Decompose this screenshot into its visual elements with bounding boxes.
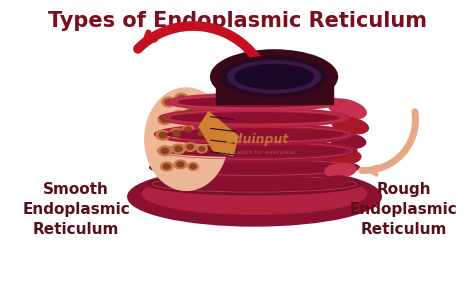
Ellipse shape — [145, 88, 228, 190]
Ellipse shape — [184, 143, 196, 151]
Ellipse shape — [158, 115, 172, 125]
Text: Types of Endoplasmic Reticulum: Types of Endoplasmic Reticulum — [47, 11, 427, 31]
Ellipse shape — [150, 157, 359, 178]
Ellipse shape — [128, 167, 382, 226]
Ellipse shape — [199, 147, 205, 151]
Ellipse shape — [159, 108, 350, 127]
Ellipse shape — [160, 162, 173, 171]
Ellipse shape — [161, 117, 169, 122]
Text: education for everyone: education for everyone — [221, 150, 294, 155]
Ellipse shape — [182, 125, 194, 134]
Ellipse shape — [325, 164, 356, 177]
FancyBboxPatch shape — [216, 77, 333, 104]
Ellipse shape — [188, 96, 200, 104]
Ellipse shape — [155, 124, 355, 145]
Ellipse shape — [175, 146, 182, 152]
Ellipse shape — [173, 131, 180, 136]
Ellipse shape — [332, 117, 368, 134]
Ellipse shape — [228, 61, 320, 93]
Text: Rough
Endoplasmic
Reticulum: Rough Endoplasmic Reticulum — [350, 182, 458, 237]
Ellipse shape — [142, 173, 367, 214]
Ellipse shape — [163, 164, 170, 169]
Ellipse shape — [152, 106, 186, 122]
Ellipse shape — [203, 103, 209, 107]
Ellipse shape — [201, 101, 211, 109]
Ellipse shape — [151, 123, 182, 136]
Ellipse shape — [172, 144, 185, 154]
Ellipse shape — [328, 149, 361, 164]
Ellipse shape — [172, 111, 185, 121]
Ellipse shape — [175, 113, 182, 118]
Ellipse shape — [185, 127, 191, 132]
Ellipse shape — [162, 162, 347, 173]
Ellipse shape — [199, 114, 209, 122]
Ellipse shape — [170, 128, 183, 138]
Ellipse shape — [185, 107, 197, 116]
Ellipse shape — [174, 160, 187, 169]
Ellipse shape — [331, 134, 366, 149]
Ellipse shape — [220, 56, 328, 97]
Ellipse shape — [235, 65, 313, 89]
Ellipse shape — [161, 148, 169, 154]
Ellipse shape — [162, 97, 175, 107]
Ellipse shape — [164, 145, 345, 157]
Ellipse shape — [158, 146, 172, 156]
Ellipse shape — [159, 133, 167, 138]
Ellipse shape — [179, 98, 330, 107]
Ellipse shape — [196, 129, 206, 137]
Ellipse shape — [174, 93, 188, 103]
Ellipse shape — [178, 95, 185, 101]
Ellipse shape — [321, 176, 348, 188]
Text: Smooth
Endoplasmic
Reticulum: Smooth Endoplasmic Reticulum — [22, 182, 130, 237]
Ellipse shape — [147, 173, 362, 195]
Ellipse shape — [165, 100, 173, 105]
Ellipse shape — [172, 113, 337, 123]
Ellipse shape — [167, 93, 342, 111]
Ellipse shape — [167, 129, 342, 140]
Ellipse shape — [198, 131, 204, 135]
Ellipse shape — [187, 145, 193, 149]
Ellipse shape — [188, 109, 194, 114]
Ellipse shape — [156, 130, 170, 140]
Text: Eduinput: Eduinput — [226, 133, 289, 146]
Ellipse shape — [190, 164, 196, 168]
Ellipse shape — [188, 163, 199, 170]
Ellipse shape — [159, 179, 350, 189]
Ellipse shape — [154, 139, 183, 151]
Polygon shape — [199, 112, 238, 156]
Ellipse shape — [210, 50, 337, 104]
Ellipse shape — [328, 99, 366, 119]
Ellipse shape — [152, 140, 357, 162]
Ellipse shape — [201, 116, 207, 120]
Ellipse shape — [177, 162, 184, 167]
Ellipse shape — [197, 145, 207, 153]
Ellipse shape — [164, 165, 189, 176]
Ellipse shape — [191, 98, 197, 102]
Ellipse shape — [158, 153, 185, 164]
